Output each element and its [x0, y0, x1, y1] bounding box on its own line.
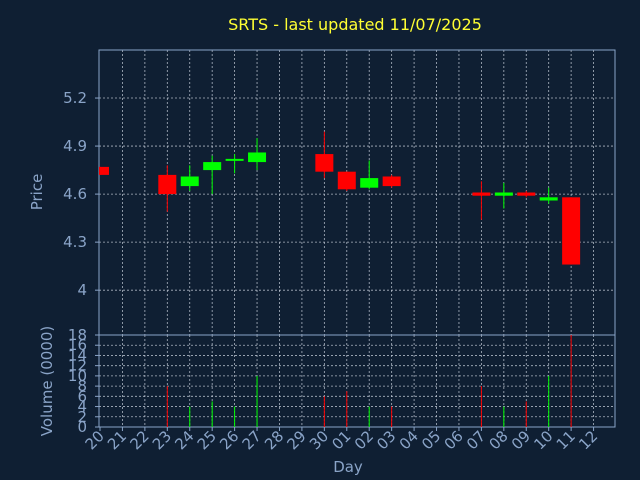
volume-tick-label: 6	[77, 387, 87, 405]
candle-body	[360, 178, 379, 188]
x-axis-label: Day	[333, 458, 363, 476]
price-panel	[98, 49, 616, 336]
volume-tick-label: 16	[68, 336, 87, 354]
candle-body	[248, 152, 267, 163]
volume-tick-label: 0	[77, 418, 87, 436]
volume-bars	[166, 335, 572, 427]
price-axis-label: Price	[28, 174, 46, 211]
x-ticks: 2021222324252627282930010203040506070809…	[82, 427, 601, 453]
candle-body	[494, 192, 513, 196]
candle-body	[203, 162, 222, 171]
volume-grid	[99, 335, 615, 427]
candle-body	[562, 197, 581, 265]
volume-tick-label: 14	[68, 346, 87, 364]
chart-title: SRTS - last updated 11/07/2025	[228, 15, 482, 34]
price-tick-label: 4.9	[63, 137, 87, 155]
volume-tick-label: 12	[68, 357, 87, 375]
candle-body	[472, 192, 491, 196]
volume-tick-label: 2	[77, 408, 87, 426]
volume-axis-label: Volume (0000)	[38, 326, 56, 436]
candle-body	[382, 176, 401, 187]
price-tick-label: 5.2	[63, 89, 87, 107]
candle-body	[180, 176, 199, 187]
candle-body	[315, 154, 334, 172]
volume-tick-label: 8	[77, 377, 87, 395]
price-tick-label: 4	[77, 281, 87, 299]
candle-body	[337, 171, 356, 190]
price-tick-label: 4.6	[63, 185, 87, 203]
candles	[99, 131, 581, 265]
candle-body	[99, 166, 109, 175]
volume-tick-label: 18	[68, 326, 87, 344]
volume-tick-label: 10	[68, 367, 87, 385]
volume-tick-label: 4	[77, 398, 87, 416]
price-tick-label: 4.3	[63, 233, 87, 251]
candle-body	[517, 192, 536, 196]
price-y-ticks: 4 4.3 4.6 4.9 5.2	[63, 89, 99, 299]
x-tick-label: 12	[575, 427, 601, 453]
candle-body	[158, 174, 177, 195]
candle-body	[225, 158, 244, 161]
candle-body	[539, 197, 558, 201]
price-grid	[99, 50, 615, 335]
volume-panel	[98, 334, 616, 428]
